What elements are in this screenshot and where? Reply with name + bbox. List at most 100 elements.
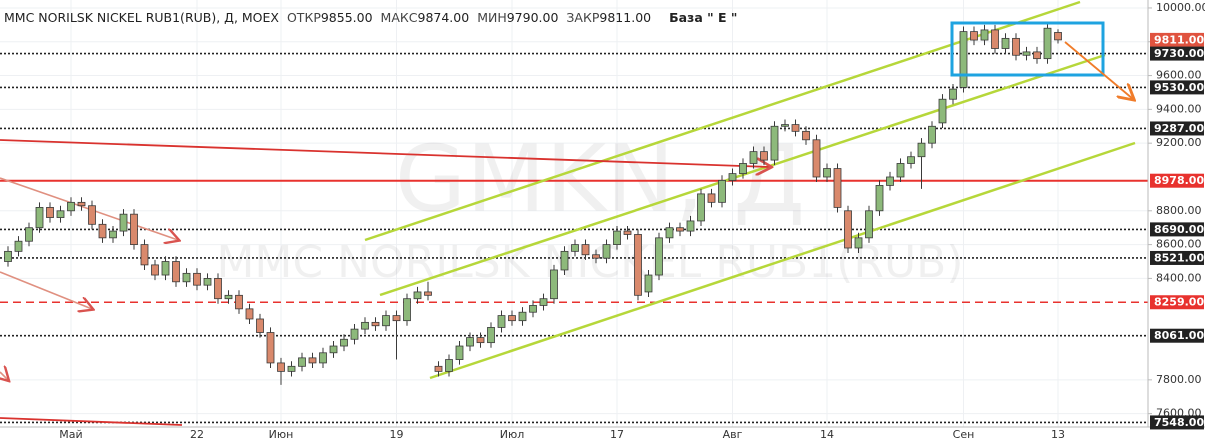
candle-body [235,294,243,310]
candle-body [728,173,737,181]
candle-body [77,201,86,207]
annotations [950,21,1133,99]
candle-body [634,234,642,296]
candle-body [182,272,191,283]
candle-body [917,142,926,158]
candle-body [539,298,548,306]
watermark: GMKN, Д MMC NORILSK NICKEL RUB1(RUB) [216,125,963,288]
y-tick-label: 7800.00 [1156,373,1202,386]
level-label: 9287.00 [1154,122,1204,135]
level-tag [1150,173,1204,188]
close-key: ЗАКР [566,10,600,25]
candle-body [938,98,947,124]
trend-line [0,372,8,380]
header: MMC NORILSK NICKEL RUB1(RUB), Д, MOEX ОТ… [4,10,741,25]
candle-body [497,315,506,328]
candle-body [613,230,621,246]
forecast-arrow [1064,41,1133,99]
axes: 7600.007800.008400.008600.008800.009200.… [59,1,1205,441]
x-tick-label: Сен [953,428,975,441]
candle-body [991,29,999,49]
level-tag [1150,222,1204,237]
candle-body [560,250,569,271]
candle-body [896,163,905,178]
low-key: МИН [477,10,507,25]
watermark-name: MMC NORILSK NICKEL RUB1(RUB) [216,237,963,288]
x-tick-label: Июн [269,428,294,441]
candle-body [508,315,516,322]
candle-body [970,31,978,41]
candle-body [1012,37,1020,56]
candle-body [214,278,222,300]
candle-body [907,156,915,164]
trend-line [0,271,92,309]
candle-body [718,179,726,203]
candle-body [245,308,254,320]
x-tick-label: 13 [1051,428,1065,441]
level-tag [1150,46,1204,61]
candle-body [119,213,128,232]
candle-body [224,294,233,300]
y-tick-label: 10000.00 [1156,1,1205,14]
high-value: 9874.00 [417,10,470,25]
candle-body [140,244,149,266]
candle-body [403,298,411,322]
candle-body [791,124,800,132]
levels [0,52,1148,424]
level-label: 9811.00 [1154,33,1204,46]
candle-body [781,124,789,127]
candle-body [277,362,285,372]
candle-body [518,311,527,322]
candle-body [833,168,842,208]
level-label: 8061.00 [1154,329,1204,342]
candle-body [875,185,884,212]
candle-body [413,291,422,300]
candle-body [665,227,674,239]
candle-body [25,227,33,242]
level-tag [1150,295,1204,310]
level-label: 7548.00 [1154,416,1204,429]
candle-body [581,244,590,256]
level-label: 8978.00 [1154,174,1204,187]
candle-body [56,210,65,218]
candle-body [35,207,44,229]
candle-body [424,291,432,296]
candle-body [928,125,936,144]
candle-body [476,337,485,344]
level-tag [1150,415,1204,430]
candle-body [455,345,464,360]
candle-body [382,315,390,327]
candle-body [14,240,23,252]
candle-body [1001,37,1010,49]
candle-body [602,244,611,259]
level-label: 8690.00 [1154,223,1204,236]
candle-body [1043,27,1052,60]
candle-body [203,278,212,286]
candle-body [319,352,327,364]
x-tick-label: Июл [500,428,525,441]
x-tick-label: 17 [610,428,624,441]
candle-body [329,345,338,354]
candle-body [686,220,695,232]
candle-body [392,315,401,322]
candle-body [298,357,306,367]
y-tick-label: 9200.00 [1156,136,1202,149]
close-value: 9811.00 [599,10,652,25]
candle-body [161,261,170,276]
candle-body [266,332,275,364]
x-tick-label: Авг [723,428,743,441]
level-tag [1150,80,1204,95]
candle-body [4,250,12,262]
candle-body [644,274,653,293]
candle-body [1033,51,1041,60]
candle-body [308,357,317,364]
candle-body [529,305,537,313]
level-tag [1150,250,1204,265]
candle-body [88,205,96,225]
candle-body [697,193,705,222]
candle-body [823,168,831,178]
candle-body [749,151,758,164]
candle-body [655,237,663,276]
